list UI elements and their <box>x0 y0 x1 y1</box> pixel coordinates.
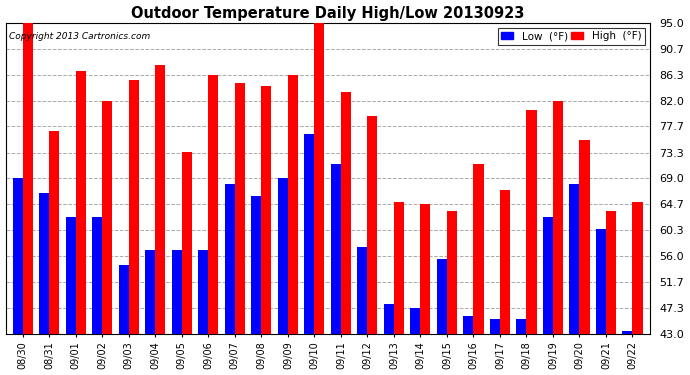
Bar <box>146 250 155 334</box>
Bar <box>129 80 139 334</box>
Bar <box>437 259 447 334</box>
Bar <box>102 101 112 334</box>
Bar <box>341 92 351 334</box>
Bar <box>278 178 288 334</box>
Bar <box>172 250 182 334</box>
Title: Outdoor Temperature Daily High/Low 20130923: Outdoor Temperature Daily High/Low 20130… <box>131 6 524 21</box>
Bar <box>208 75 219 334</box>
Bar <box>315 20 324 334</box>
Bar <box>225 184 235 334</box>
Bar <box>76 71 86 334</box>
Bar <box>543 217 553 334</box>
Bar <box>596 229 606 334</box>
Bar <box>367 116 377 334</box>
Bar <box>447 211 457 334</box>
Text: Copyright 2013 Cartronics.com: Copyright 2013 Cartronics.com <box>9 32 150 41</box>
Bar <box>420 204 431 334</box>
Bar <box>92 217 102 334</box>
Bar <box>262 86 271 334</box>
Bar <box>235 83 245 334</box>
Bar <box>411 308 420 334</box>
Bar <box>251 196 262 334</box>
Bar <box>516 319 526 334</box>
Bar <box>473 164 484 334</box>
Bar <box>580 140 589 334</box>
Bar <box>553 101 563 334</box>
Bar <box>39 194 49 334</box>
Bar <box>569 184 580 334</box>
Bar <box>49 130 59 334</box>
Bar <box>384 304 394 334</box>
Bar <box>622 331 633 334</box>
Bar <box>66 217 76 334</box>
Bar <box>155 65 166 334</box>
Bar <box>490 319 500 334</box>
Bar <box>119 265 129 334</box>
Bar <box>464 316 473 334</box>
Bar <box>12 178 23 334</box>
Bar <box>331 164 341 334</box>
Bar <box>357 247 367 334</box>
Bar <box>500 190 510 334</box>
Bar <box>198 250 208 334</box>
Legend: Low  (°F), High  (°F): Low (°F), High (°F) <box>497 28 644 45</box>
Bar <box>288 75 298 334</box>
Bar <box>526 110 537 334</box>
Bar <box>23 23 33 334</box>
Bar <box>633 202 642 334</box>
Bar <box>304 134 315 334</box>
Bar <box>182 152 192 334</box>
Bar <box>394 202 404 334</box>
Bar <box>606 211 616 334</box>
